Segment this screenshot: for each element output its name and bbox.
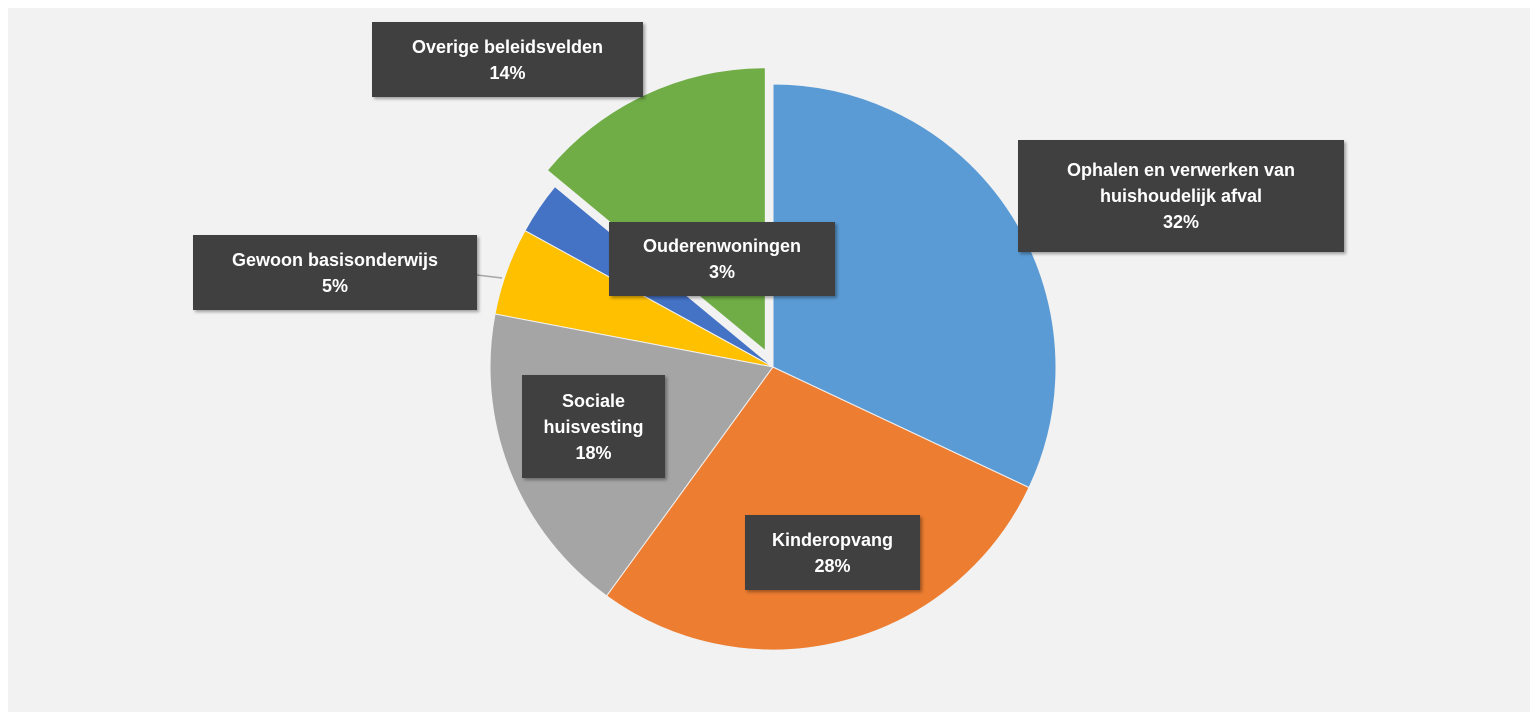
leader-line	[476, 274, 503, 279]
label-value: 28%	[814, 555, 851, 576]
label-category: Gewoon basisonderwijs	[231, 249, 439, 270]
data-label: Ouderenwoningen 3%	[609, 222, 835, 296]
pie-slice	[605, 366, 1030, 651]
label-category: Ophalen en verwerken van huishoudelijk a…	[1066, 160, 1296, 206]
pie-slice	[772, 83, 1057, 489]
label-category: Overige beleidsvelden	[411, 36, 604, 57]
data-label: Kinderopvang 28%	[745, 515, 920, 590]
label-value: 3%	[708, 262, 735, 282]
label-category: Kinderopvang	[771, 529, 893, 550]
data-label: Gewoon basisonderwijs 5%	[193, 235, 477, 310]
data-label: Overige beleidsvelden 14%	[372, 22, 643, 97]
label-value: 5%	[321, 275, 348, 296]
label-value: 32%	[1162, 212, 1200, 232]
label-category: Sociale huisvesting	[543, 390, 644, 437]
data-label: Sociale huisvesting 18%	[522, 375, 665, 478]
label-value: 14%	[489, 62, 526, 83]
data-label: Ophalen en verwerken van huishoudelijk a…	[1018, 140, 1344, 252]
label-category: Ouderenwoningen	[642, 236, 801, 256]
label-value: 18%	[575, 442, 612, 463]
